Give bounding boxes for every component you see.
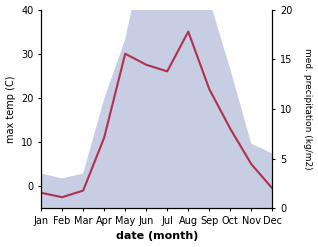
Y-axis label: max temp (C): max temp (C) <box>5 75 16 143</box>
X-axis label: date (month): date (month) <box>115 231 198 242</box>
Y-axis label: med. precipitation (kg/m2): med. precipitation (kg/m2) <box>303 48 313 170</box>
